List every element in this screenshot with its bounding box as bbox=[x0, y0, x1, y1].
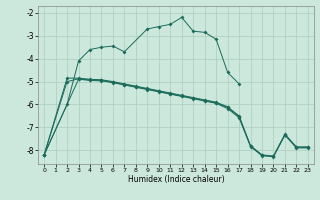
X-axis label: Humidex (Indice chaleur): Humidex (Indice chaleur) bbox=[128, 175, 224, 184]
